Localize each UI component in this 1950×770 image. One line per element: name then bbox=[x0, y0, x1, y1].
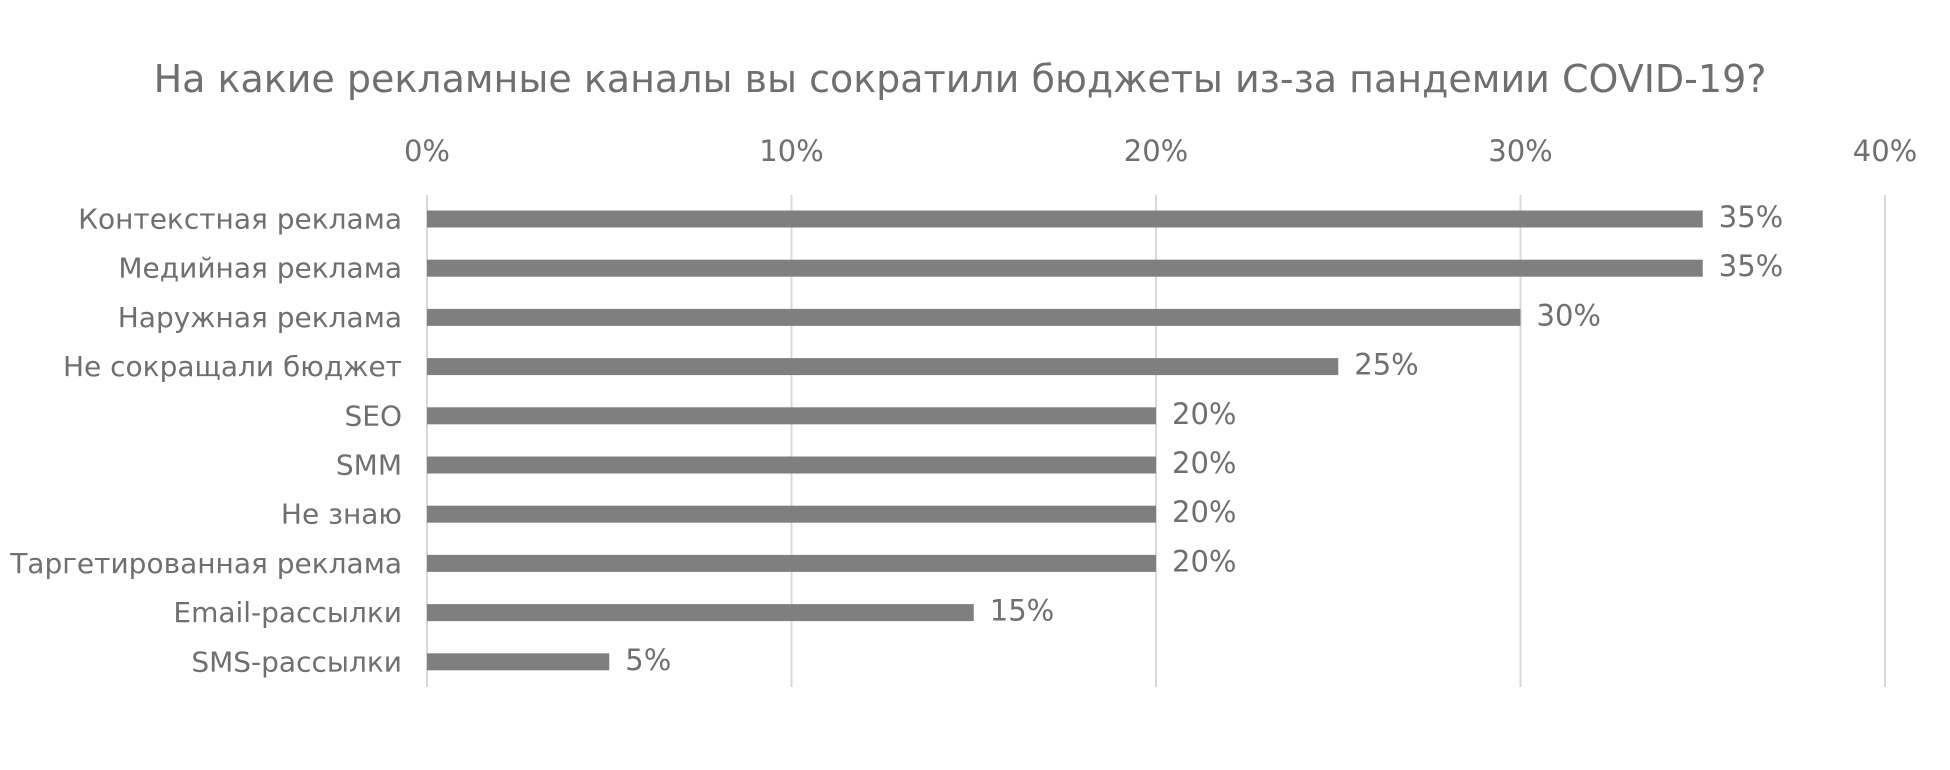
bars bbox=[427, 210, 1703, 671]
category-label: SEO bbox=[344, 399, 402, 432]
category-label: Таргетированная реклама bbox=[9, 547, 402, 580]
category-label: Не сокращали бюджет bbox=[63, 350, 402, 383]
bar bbox=[427, 308, 1521, 326]
data-label: 30% bbox=[1537, 298, 1601, 332]
data-label: 15% bbox=[990, 594, 1054, 628]
category-label: SMM bbox=[336, 449, 402, 482]
category-label: Контекстная реклама bbox=[78, 203, 402, 236]
x-tick-label: 0% bbox=[404, 134, 450, 168]
data-label: 20% bbox=[1172, 446, 1236, 480]
category-label: Email-рассылки bbox=[173, 596, 402, 629]
x-axis-ticks: 0% 10% 20% 30% 40% bbox=[404, 134, 1917, 168]
category-label: Наружная реклама bbox=[118, 301, 402, 334]
data-labels: 35% 35% 30% 25% 20% 20% 20% 20% 15% 5% bbox=[625, 200, 1783, 677]
data-label: 25% bbox=[1354, 348, 1418, 382]
category-labels: Контекстная реклама Медийная реклама Наруж… bbox=[9, 203, 402, 679]
bar bbox=[427, 505, 1156, 523]
data-label: 20% bbox=[1172, 544, 1236, 578]
bar bbox=[427, 210, 1703, 228]
bar bbox=[427, 604, 974, 622]
x-tick-label: 20% bbox=[1124, 134, 1188, 168]
x-tick-label: 30% bbox=[1488, 134, 1552, 168]
data-label: 35% bbox=[1719, 200, 1783, 234]
bar bbox=[427, 456, 1156, 474]
data-label: 5% bbox=[625, 643, 671, 677]
data-label: 35% bbox=[1719, 249, 1783, 283]
bar bbox=[427, 407, 1156, 425]
data-label: 20% bbox=[1172, 397, 1236, 431]
x-tick-label: 10% bbox=[759, 134, 823, 168]
category-label: Не знаю bbox=[281, 498, 402, 531]
category-label: Медийная реклама bbox=[118, 252, 402, 285]
x-tick-label: 40% bbox=[1853, 134, 1917, 168]
data-label: 20% bbox=[1172, 495, 1236, 529]
chart-title: На какие рекламные каналы вы сократили б… bbox=[154, 57, 1767, 101]
category-label: SMS-рассылки bbox=[191, 645, 402, 678]
bar bbox=[427, 653, 610, 671]
bar bbox=[427, 259, 1703, 277]
bar bbox=[427, 358, 1339, 376]
bar bbox=[427, 554, 1156, 572]
